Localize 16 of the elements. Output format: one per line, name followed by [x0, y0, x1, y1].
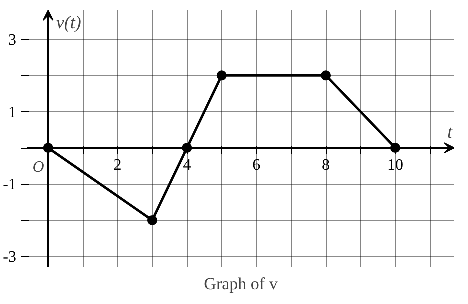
point	[147, 215, 158, 226]
x-axis-title: t	[448, 122, 454, 142]
x-tick-label: O	[32, 159, 45, 176]
y-tick-label: 3	[8, 32, 16, 49]
y-tick-label: -3	[3, 249, 16, 266]
x-tick-label: 8	[322, 157, 330, 174]
x-tick-label: 4	[183, 157, 192, 174]
x-tick-label: 2	[114, 157, 122, 174]
x-tick-label: 6	[252, 157, 261, 174]
y-axis-title: v(t)	[56, 12, 82, 32]
y-tick-label: 1	[8, 104, 16, 122]
y-tick-label: -1	[3, 176, 16, 194]
point	[216, 70, 227, 81]
text: Graph of v	[204, 274, 278, 294]
point	[321, 70, 332, 81]
x-tick-label: 10	[387, 157, 404, 174]
